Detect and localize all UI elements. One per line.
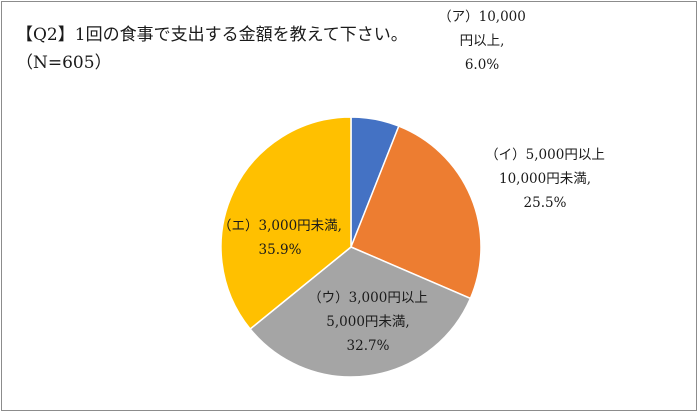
data-label-4: （エ）3,000円未満, 35.9% xyxy=(218,218,342,258)
data-label-3: （ウ）3,000円以上 5,000円未満, 32.7% xyxy=(308,290,428,354)
chart-title: 【Q2】1回の食事で支出する金額を教えて下さい。 xyxy=(16,25,408,45)
data-label-2: （イ）5,000円以上 10,000円未満, 25.5% xyxy=(485,147,605,211)
pie-slice-2 xyxy=(350,125,482,300)
data-label-1: （ア）10,000 円以上, 6.0% xyxy=(438,9,526,73)
chart-subtitle: （N=605） xyxy=(16,53,112,73)
pie-slice-4 xyxy=(220,116,352,331)
pie-slice-3 xyxy=(249,246,472,378)
